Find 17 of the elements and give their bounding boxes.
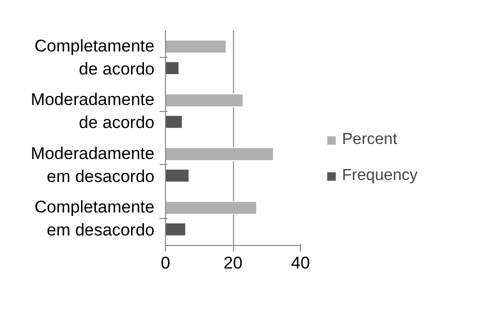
legend-label: Percent [342, 131, 398, 149]
bar [166, 200, 258, 215]
bar [166, 222, 186, 236]
bar [166, 114, 183, 129]
bar [166, 61, 180, 76]
x-tick-label: 20 [224, 254, 242, 272]
x-tick-label: 40 [291, 254, 310, 272]
y-tick-label: Completamente de acordo [34, 36, 155, 78]
x-tick-label: 0 [160, 254, 170, 272]
bar [166, 147, 274, 162]
bar [166, 168, 190, 183]
legend-label: Frequency [342, 167, 418, 185]
y-tick-label: Moderadamente de acordo [30, 90, 155, 132]
y-tick-label: Moderadamente em desacordo [30, 144, 155, 186]
bar [166, 93, 244, 108]
bar [166, 40, 227, 54]
y-tick-label: Completamente em desacordo [34, 198, 155, 240]
